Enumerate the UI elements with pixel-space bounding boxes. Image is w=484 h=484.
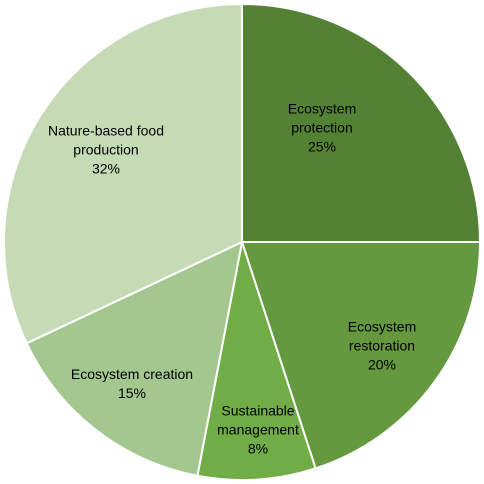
pie-slice xyxy=(241,2,482,243)
slice-label: Ecosystem restoration 20% xyxy=(332,318,432,375)
value-label: 15% xyxy=(117,385,147,401)
category-label: Ecosystem creation xyxy=(70,366,194,382)
pie-slice xyxy=(240,241,482,470)
pie-slice xyxy=(25,240,244,477)
slice-label: Sustainable management 8% xyxy=(203,402,313,459)
category-label: Ecosystem protection xyxy=(287,100,357,136)
pie-slice xyxy=(196,241,317,481)
slice-label: Ecosystem protection 25% xyxy=(272,100,372,157)
slice-label: Ecosystem creation 15% xyxy=(47,365,217,403)
value-label: 32% xyxy=(91,160,121,177)
category-label: Sustainable management xyxy=(217,402,299,438)
category-label: Nature-based food production xyxy=(48,122,164,158)
value-label: 25% xyxy=(307,138,337,155)
pie-slice xyxy=(3,2,243,345)
value-label: 20% xyxy=(367,356,397,373)
value-label: 8% xyxy=(247,440,269,457)
category-label: Ecosystem restoration xyxy=(347,318,417,354)
slice-label: Nature-based food production 32% xyxy=(31,122,181,179)
